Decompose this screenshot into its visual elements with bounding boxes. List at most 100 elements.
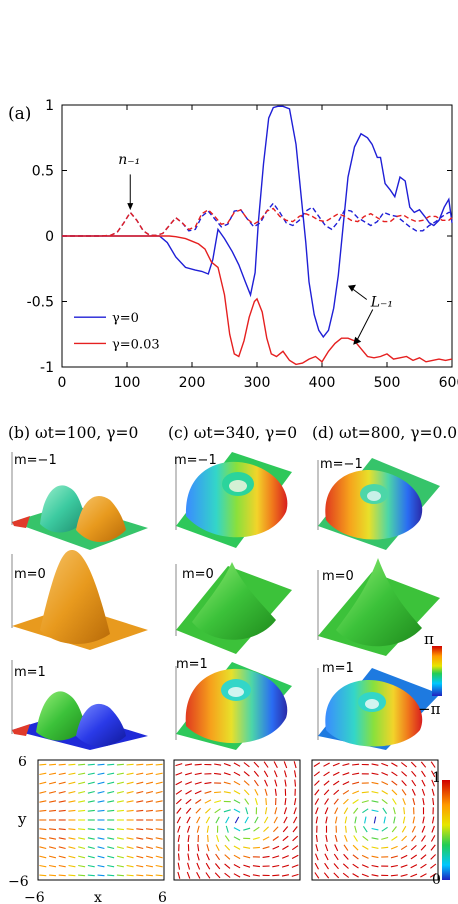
vector-arrow — [323, 780, 330, 786]
vector-arrow — [253, 761, 260, 768]
vector-arrow — [410, 854, 418, 860]
vector-arrow — [352, 854, 359, 860]
panel-b-header: (b) ωt=100, γ=0 — [8, 424, 139, 442]
vector-arrow — [400, 845, 408, 851]
x-tick-label: 500 — [374, 375, 401, 391]
vector-arrow — [371, 855, 379, 859]
vector-arrow — [343, 807, 349, 815]
vector-arrow — [145, 874, 153, 877]
vector-arrow — [431, 788, 435, 796]
vector-arrow — [196, 816, 201, 824]
vector-arrow — [214, 872, 221, 879]
vector-arrow — [429, 873, 437, 878]
vector-arrow — [68, 809, 76, 812]
vector-y-label: y — [17, 810, 27, 828]
vector-arrow — [116, 837, 124, 840]
vector-arrow — [252, 865, 260, 868]
vector-arrow — [155, 828, 163, 831]
vector-arrow — [206, 825, 210, 833]
vector-arrow — [313, 762, 321, 767]
vector-arrow — [48, 772, 57, 776]
vector-arrow — [58, 772, 66, 776]
vector-arrow — [107, 800, 115, 803]
x-tick-label: 400 — [309, 375, 336, 391]
legend-entry: γ=0 — [112, 311, 139, 326]
vector-arrow — [233, 845, 241, 850]
vector-arrow — [68, 864, 76, 868]
vector-arrow — [48, 837, 57, 840]
vector-arrow — [223, 781, 231, 785]
vector-arrow — [126, 855, 134, 859]
vector-arrow — [343, 798, 349, 805]
vector-arrow — [223, 772, 231, 776]
vector-arrow — [126, 828, 134, 831]
vector-arrow — [177, 825, 181, 833]
vector-arrow — [381, 798, 388, 805]
state-label: m=1 — [14, 665, 46, 680]
vector-arrow — [194, 763, 202, 766]
vector-arrow — [265, 798, 267, 806]
vector-arrow — [252, 874, 260, 877]
annotation-arrow — [355, 309, 374, 342]
vector-arrow — [214, 800, 222, 804]
vector-arrow — [225, 816, 230, 824]
vector-arrow — [342, 863, 349, 869]
vector-arrow — [107, 837, 115, 840]
vector-arrow — [420, 844, 427, 851]
vector-arrow — [176, 816, 181, 824]
vector-arrow — [107, 864, 115, 868]
x-tick-label: 300 — [244, 375, 271, 391]
state-label: m=1 — [176, 657, 208, 672]
vector-arrow — [400, 762, 408, 768]
vector-arrow — [291, 873, 299, 877]
vector-arrow — [68, 846, 76, 850]
phase-colorbar-bottom: −π — [418, 700, 441, 718]
vector-arrow — [334, 816, 338, 824]
vector-arrow — [136, 864, 144, 868]
vector-arrow — [87, 781, 95, 785]
vector-arrow — [187, 853, 190, 861]
vector-arrow — [145, 846, 154, 850]
vector-arrow — [145, 781, 154, 785]
vector-arrow — [155, 763, 163, 766]
vector-arrow — [97, 846, 105, 850]
vector-arrow — [282, 835, 289, 842]
vector-arrow — [412, 816, 416, 824]
vector-arrow — [78, 809, 86, 812]
vector-arrow — [177, 862, 181, 870]
state-label: m=1 — [322, 661, 354, 676]
vector-arrow — [39, 772, 47, 776]
vector-arrow — [381, 771, 389, 776]
state-label: m=0 — [182, 567, 214, 582]
vector-arrow — [58, 781, 66, 785]
vector-arrow — [371, 846, 379, 849]
vector-arrow — [116, 772, 124, 776]
vector-arrow — [314, 853, 319, 861]
x-tick-label: 100 — [114, 375, 141, 391]
vector-arrow — [254, 798, 258, 806]
vector-arrow — [390, 874, 398, 877]
vector-arrow — [58, 837, 66, 840]
vector-arrow — [314, 872, 320, 879]
vector-arrow — [155, 790, 163, 794]
vector-arrow — [136, 809, 144, 812]
vector-arrow — [243, 864, 251, 868]
vector-arrow — [243, 789, 250, 796]
vector-arrow — [253, 779, 259, 787]
vector-arrow — [410, 864, 418, 869]
vector-arrow — [243, 771, 250, 777]
vector-x-right: 6 — [158, 890, 167, 904]
magnitude-colorbar-top: 1 — [432, 770, 441, 786]
vector-arrow — [87, 790, 95, 794]
series-line-1 — [62, 235, 453, 366]
vector-arrow — [116, 809, 124, 812]
vector-arrow — [204, 782, 212, 785]
vector-arrow — [107, 772, 115, 776]
vector-arrow — [195, 807, 202, 814]
vector-arrow — [48, 781, 57, 785]
vector-arrow — [68, 800, 76, 803]
vector-arrow — [274, 807, 278, 815]
vector-arrow — [97, 763, 105, 766]
vector-arrow — [293, 761, 297, 769]
vector-arrow — [401, 780, 407, 787]
